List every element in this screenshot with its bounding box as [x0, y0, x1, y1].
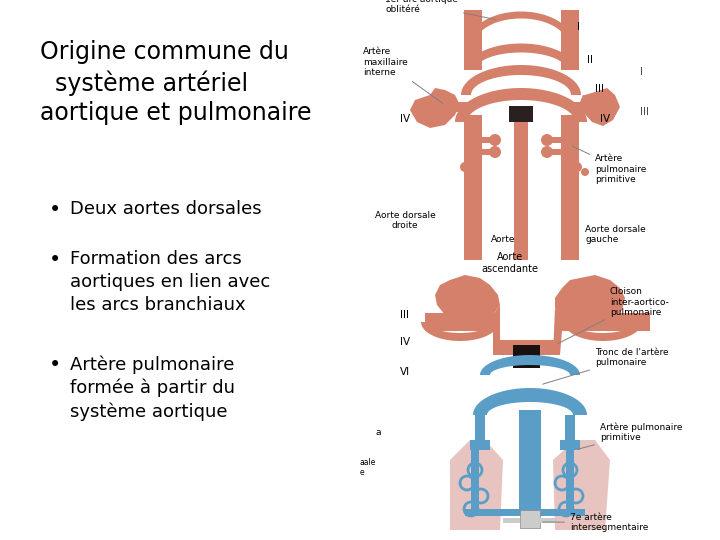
Circle shape — [469, 168, 477, 176]
Text: Formation des arcs
aortiques en lien avec
les arcs branchiaux: Formation des arcs aortiques en lien ave… — [70, 250, 270, 314]
Polygon shape — [555, 275, 625, 328]
Polygon shape — [493, 305, 500, 355]
Polygon shape — [473, 137, 495, 143]
Polygon shape — [540, 517, 557, 523]
Polygon shape — [475, 415, 485, 445]
Polygon shape — [464, 115, 482, 260]
Text: •: • — [49, 355, 61, 375]
Polygon shape — [513, 345, 540, 368]
Text: III: III — [595, 84, 604, 94]
Polygon shape — [410, 88, 460, 128]
Circle shape — [541, 134, 553, 146]
Polygon shape — [480, 355, 580, 375]
Text: VI: VI — [400, 367, 410, 377]
Text: •: • — [49, 200, 61, 220]
Text: Artère pulmonaire
primitive: Artère pulmonaire primitive — [577, 422, 683, 449]
Polygon shape — [493, 340, 560, 355]
Circle shape — [489, 134, 501, 146]
Text: I: I — [640, 67, 643, 77]
Polygon shape — [566, 445, 574, 515]
Polygon shape — [547, 137, 570, 143]
Text: I: I — [577, 22, 580, 32]
Polygon shape — [467, 44, 575, 70]
Text: a: a — [375, 428, 380, 437]
Text: IV: IV — [600, 114, 610, 124]
Polygon shape — [561, 10, 579, 70]
Text: IV: IV — [400, 114, 410, 124]
Text: aale
e: aale e — [360, 457, 377, 477]
Polygon shape — [564, 322, 642, 341]
Circle shape — [572, 162, 582, 172]
Polygon shape — [421, 322, 499, 341]
Text: Aorte dorsale
droite: Aorte dorsale droite — [374, 211, 436, 230]
Text: Origine commune du
  système artériel
aortique et pulmonaire: Origine commune du système artériel aort… — [40, 40, 312, 125]
Text: •: • — [49, 250, 61, 270]
Text: III: III — [400, 310, 409, 320]
Polygon shape — [465, 509, 585, 516]
Polygon shape — [471, 445, 479, 515]
Circle shape — [460, 162, 470, 172]
Text: II: II — [587, 55, 593, 65]
Polygon shape — [470, 440, 490, 450]
Polygon shape — [553, 308, 563, 355]
Polygon shape — [561, 115, 579, 260]
Text: Artère
pulmonaire
primitive: Artère pulmonaire primitive — [572, 146, 647, 184]
Text: IV: IV — [400, 337, 410, 347]
Text: Tronc de l'artère
pulmonaire: Tronc de l'artère pulmonaire — [543, 348, 669, 384]
Polygon shape — [565, 415, 575, 445]
Polygon shape — [455, 88, 587, 122]
Text: Aorte
ascendante: Aorte ascendante — [482, 252, 539, 274]
Polygon shape — [450, 440, 503, 530]
Polygon shape — [520, 510, 540, 528]
Polygon shape — [467, 11, 575, 45]
Polygon shape — [570, 102, 583, 112]
Text: Aorte: Aorte — [491, 235, 516, 244]
Text: Artère
maxillaire
interne: Artère maxillaire interne — [363, 47, 443, 103]
Text: III: III — [640, 107, 649, 117]
Polygon shape — [455, 102, 473, 112]
Polygon shape — [514, 115, 528, 260]
Polygon shape — [580, 88, 620, 126]
Polygon shape — [519, 410, 541, 510]
Text: Deux aortes dorsales: Deux aortes dorsales — [70, 200, 261, 218]
Text: 1er arc aortique
oblitéré: 1er arc aortique oblitéré — [385, 0, 495, 19]
Polygon shape — [553, 440, 610, 530]
Circle shape — [541, 146, 553, 158]
Bar — [509, 106, 533, 122]
Polygon shape — [464, 10, 482, 70]
Polygon shape — [461, 65, 581, 95]
Circle shape — [581, 168, 589, 176]
Polygon shape — [503, 517, 520, 523]
Polygon shape — [560, 440, 580, 450]
Text: Artère pulmonaire
formée à partir du
système aortique: Artère pulmonaire formée à partir du sys… — [70, 355, 235, 421]
Circle shape — [489, 146, 501, 158]
Text: Cloison
inter-aortico-
pulmonaire: Cloison inter-aortico- pulmonaire — [557, 287, 669, 344]
Text: 7e artère
intersegmentaire: 7e artère intersegmentaire — [543, 512, 649, 532]
Polygon shape — [557, 313, 650, 331]
Polygon shape — [473, 149, 495, 155]
Text: Aorte dorsale
gauche: Aorte dorsale gauche — [585, 225, 646, 244]
Polygon shape — [435, 275, 500, 325]
Polygon shape — [425, 313, 495, 331]
Polygon shape — [473, 388, 587, 415]
Polygon shape — [547, 149, 570, 155]
